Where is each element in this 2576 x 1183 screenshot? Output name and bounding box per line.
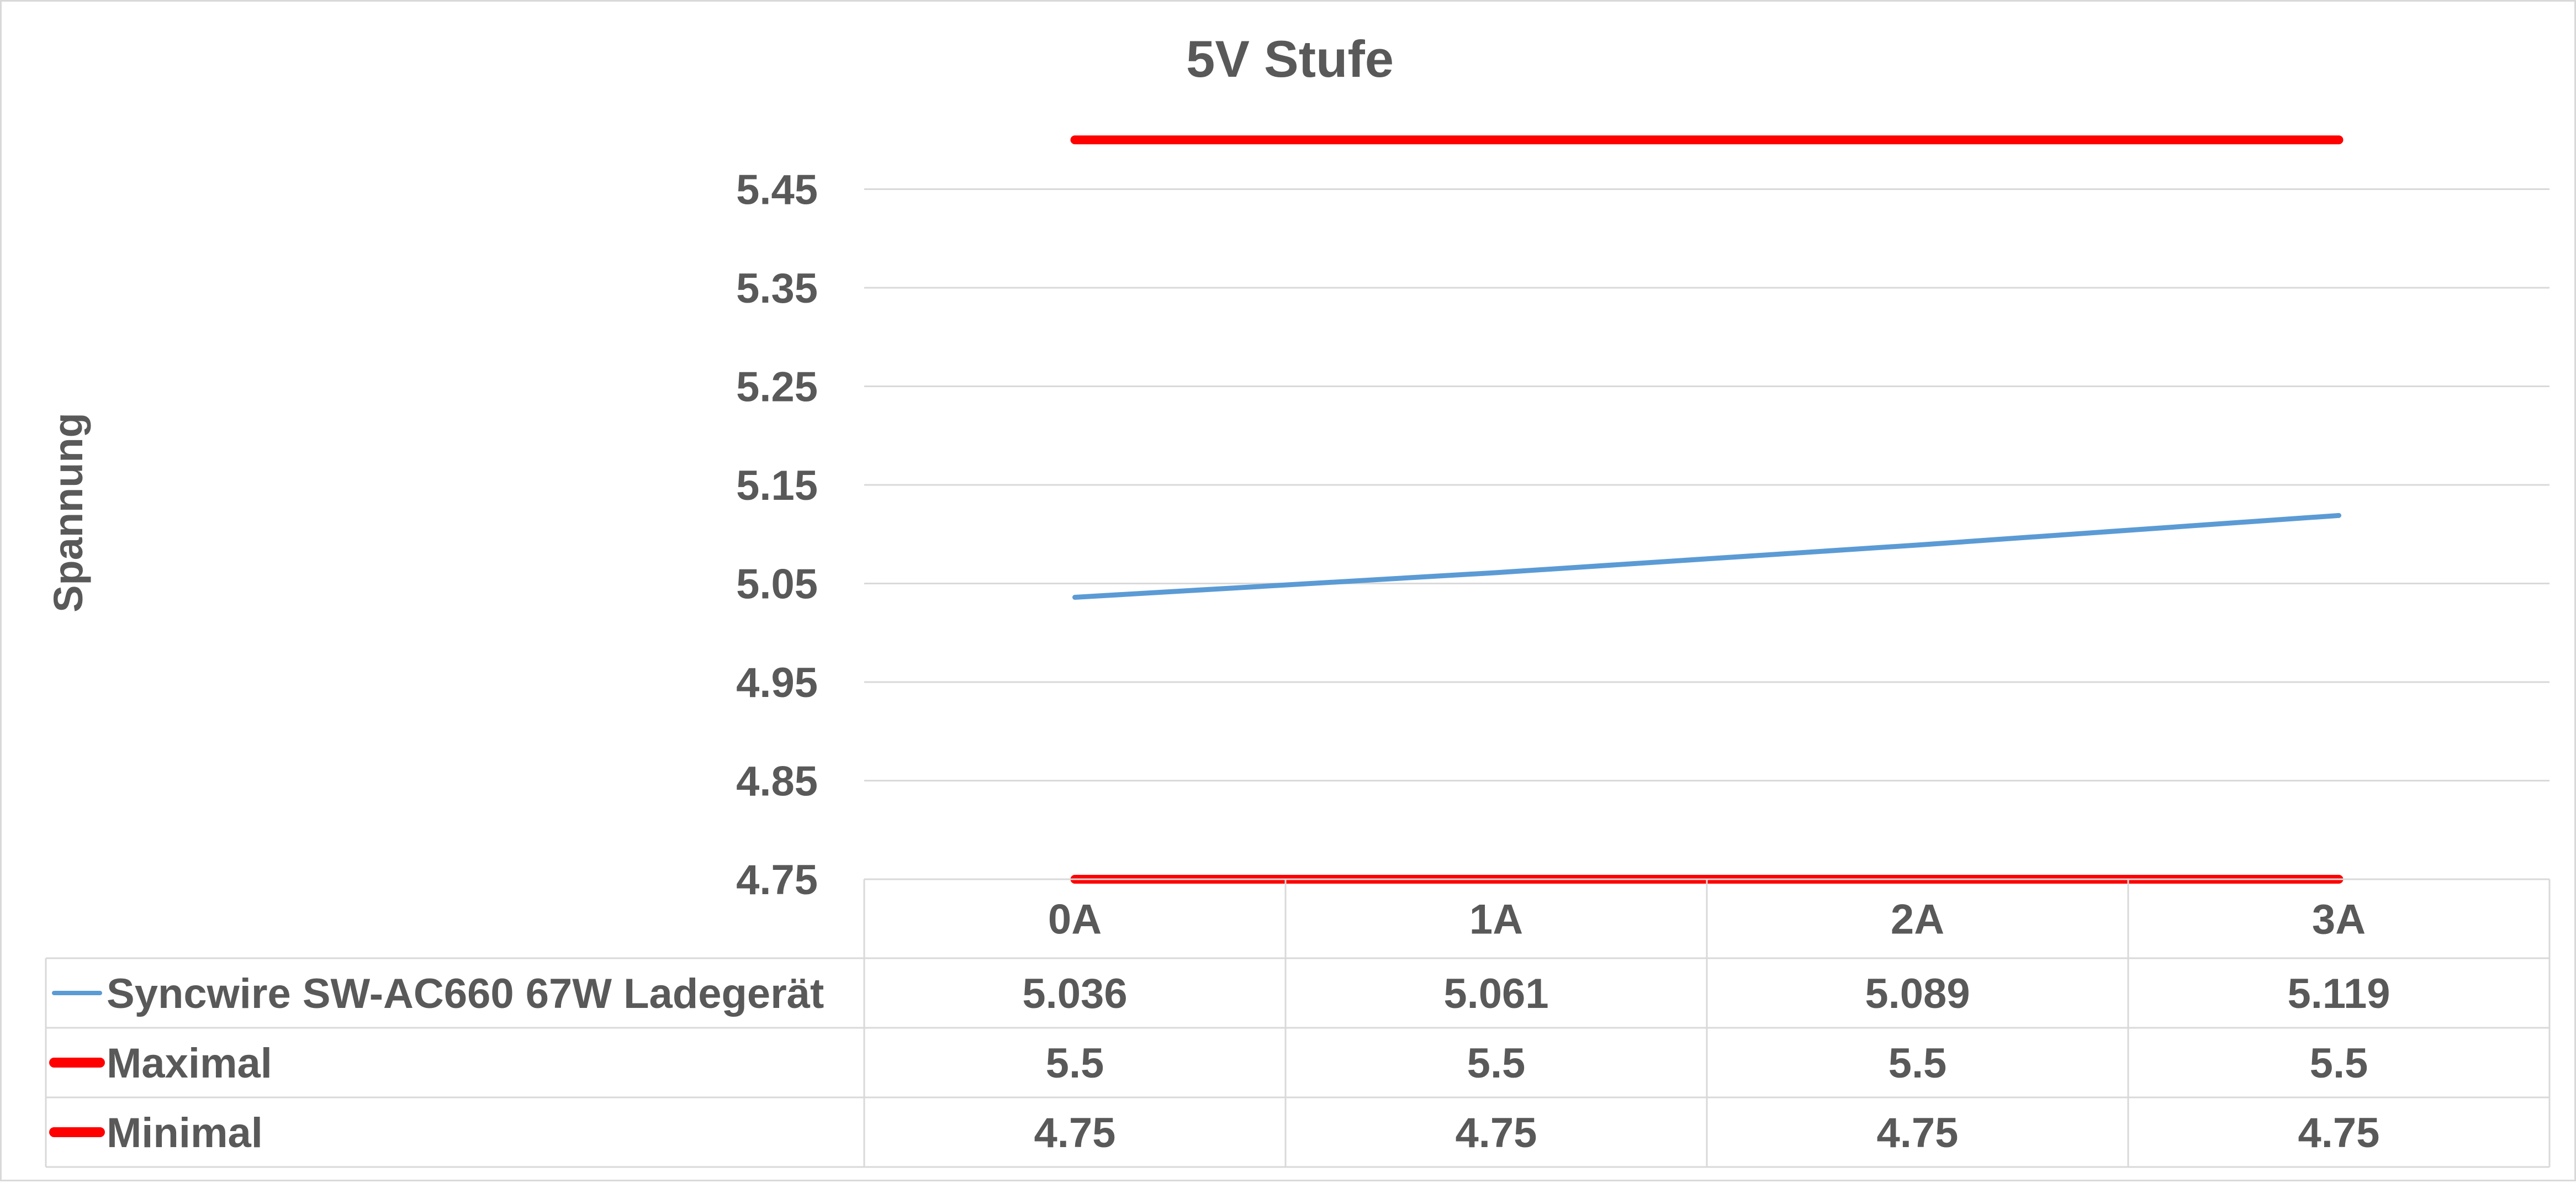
data-label: 4.75 bbox=[1877, 1110, 1959, 1156]
y-tick-label: 4.75 bbox=[736, 857, 818, 904]
data-label: 4.75 bbox=[1456, 1110, 1537, 1156]
data-label: 4.75 bbox=[2298, 1110, 2380, 1156]
data-label: 5.119 bbox=[2288, 970, 2390, 1017]
y-tick-label: 4.95 bbox=[736, 659, 818, 706]
y-tick-label: 5.05 bbox=[736, 561, 818, 608]
y-tick-label: 5.25 bbox=[736, 364, 818, 411]
y-tick-label: 4.85 bbox=[736, 758, 818, 805]
y-tick-label: 5.45 bbox=[736, 167, 818, 214]
y-tick-label: 5.35 bbox=[736, 265, 818, 312]
x-tick-label: 0A bbox=[1048, 896, 1102, 943]
data-label: 5.089 bbox=[1865, 970, 1970, 1017]
y-axis-ticks: 5.45 5.35 5.25 5.15 5.05 4.95 4.85 4.75 bbox=[736, 167, 818, 904]
x-tick-label: 1A bbox=[1469, 896, 1523, 943]
series-lines bbox=[1070, 135, 2344, 884]
data-label: 5.036 bbox=[1022, 970, 1127, 1017]
series-line-0 bbox=[1072, 513, 2341, 600]
y-axis-label: Spannung bbox=[45, 413, 91, 612]
legend-entry: Syncwire SW-AC660 67W Ladegerät bbox=[107, 970, 824, 1017]
data-label: 5.5 bbox=[1046, 1040, 1104, 1087]
data-label: 5.5 bbox=[2310, 1040, 2368, 1087]
data-label: 5.5 bbox=[1889, 1040, 1947, 1087]
data-table: 0A 1A 2A 3A Syncwire SW-AC660 67W Ladegerät 5… bbox=[45, 878, 2551, 1168]
x-tick-label: 3A bbox=[2312, 896, 2366, 943]
gridlines bbox=[864, 188, 2549, 781]
x-tick-label: 2A bbox=[1891, 896, 1944, 943]
chart-title: 5V Stufe bbox=[1186, 30, 1394, 88]
data-label: 5.5 bbox=[1467, 1040, 1526, 1087]
legend-entry: Minimal bbox=[107, 1110, 263, 1156]
data-label: 4.75 bbox=[1034, 1110, 1116, 1156]
data-label: 5.061 bbox=[1443, 970, 1548, 1017]
legend-entry: Maximal bbox=[107, 1040, 272, 1087]
y-tick-label: 5.15 bbox=[736, 462, 818, 509]
